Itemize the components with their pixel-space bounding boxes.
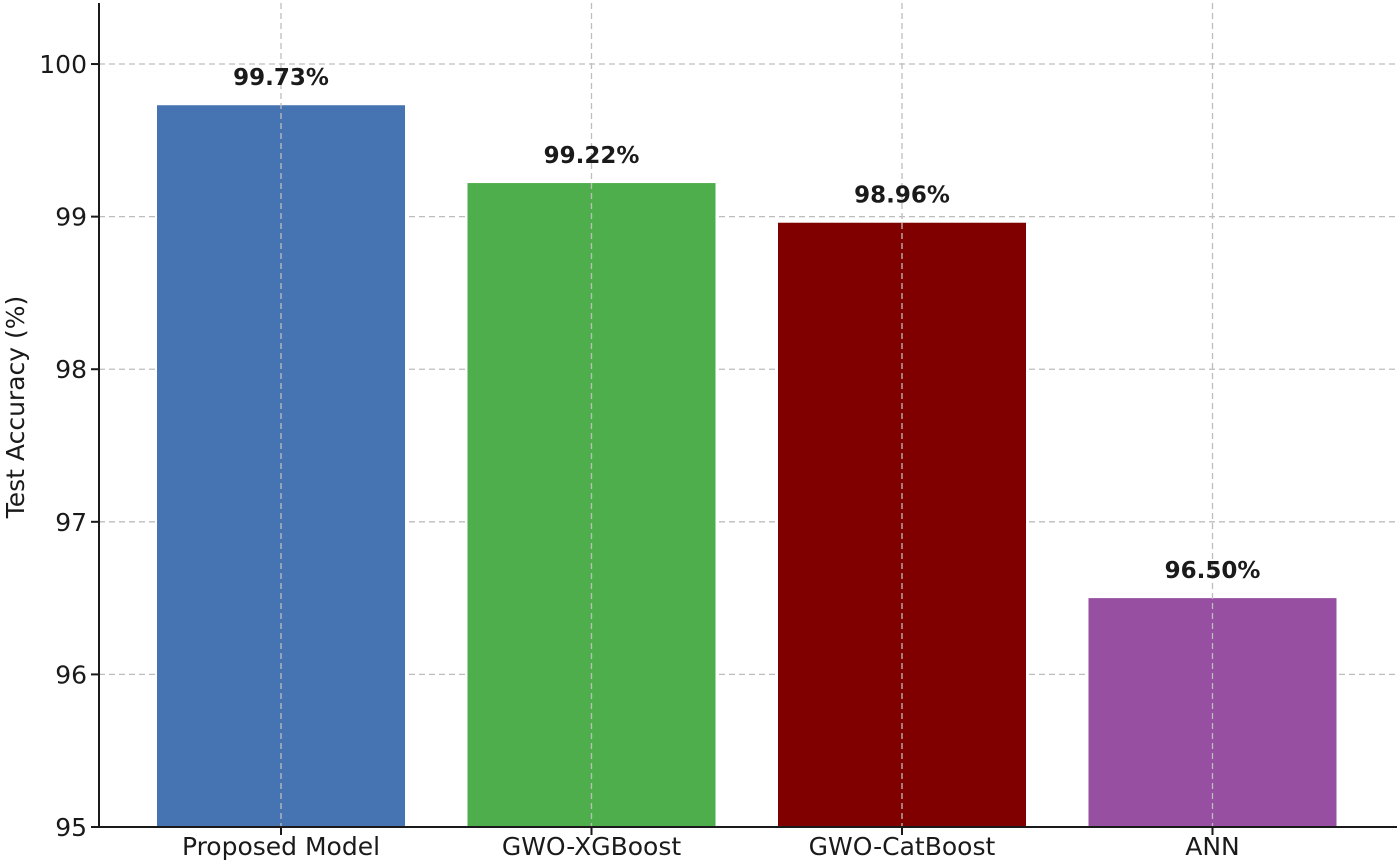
bar xyxy=(1088,598,1337,827)
y-tick-label: 100 xyxy=(39,50,87,79)
data-label: 96.50% xyxy=(1165,558,1261,584)
x-tick-label: GWO-CatBoost xyxy=(809,832,996,861)
x-tick-label: Proposed Model xyxy=(182,832,380,861)
data-labels: 99.73% 99.22% 98.96% 96.50% xyxy=(233,65,1260,584)
y-tick-label: 97 xyxy=(55,508,87,537)
x-tick-labels: Proposed Model GWO-XGBoost GWO-CatBoost ANN xyxy=(182,827,1240,861)
y-tick-label: 99 xyxy=(55,203,87,232)
y-tick-label: 98 xyxy=(55,355,87,384)
vertical-grid-lines xyxy=(280,3,1214,827)
bars xyxy=(157,105,1337,827)
y-tick-label: 95 xyxy=(55,813,87,842)
y-tick-label: 96 xyxy=(55,660,87,689)
data-label: 99.73% xyxy=(233,65,329,91)
x-tick-label: GWO-XGBoost xyxy=(502,832,682,861)
axes xyxy=(98,3,1397,828)
data-label: 99.22% xyxy=(544,143,640,169)
y-tick-labels: 95 96 97 98 99 100 xyxy=(39,50,99,842)
y-axis-title: Test Accuracy (%) xyxy=(1,296,30,520)
x-tick-label: ANN xyxy=(1185,832,1240,861)
data-label: 98.96% xyxy=(854,183,950,209)
